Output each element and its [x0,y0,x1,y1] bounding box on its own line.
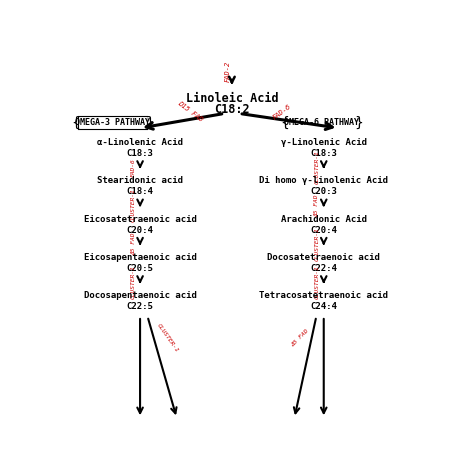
Text: FAD-6: FAD-6 [131,158,136,177]
Text: CLUSTER-1: CLUSTER-1 [131,189,136,222]
Text: {: { [72,116,80,129]
Text: CLUSTER-1: CLUSTER-1 [156,323,179,353]
Text: C18:4: C18:4 [127,187,154,196]
Text: OMEGA-3 PATHWAY: OMEGA-3 PATHWAY [75,118,150,127]
Text: C18:3: C18:3 [127,149,154,158]
Text: C22:4: C22:4 [310,264,337,273]
Text: Δ5 FAD: Δ5 FAD [290,328,310,347]
Text: OMEGA-6 PATHWAY: OMEGA-6 PATHWAY [284,118,359,127]
Text: C20:3: C20:3 [310,187,337,196]
Text: CLUSTER-1: CLUSTER-1 [131,265,136,299]
Text: C22:5: C22:5 [127,302,154,311]
Text: C18:2: C18:2 [214,103,250,116]
Text: Docosatetraenoic acid: Docosatetraenoic acid [267,253,380,262]
Text: C24:4: C24:4 [310,302,337,311]
Text: Docosapentaenoic acid: Docosapentaenoic acid [83,292,197,301]
Text: C20:4: C20:4 [127,226,154,235]
Text: C18:3: C18:3 [310,149,337,158]
Text: Δ5 FAD: Δ5 FAD [131,233,136,255]
Text: Eicosatetraenoic acid: Eicosatetraenoic acid [83,215,197,224]
Text: }: } [354,116,363,129]
Text: Δ5 FAD: Δ5 FAD [315,194,319,217]
Text: Linoleic Acid: Linoleic Acid [186,92,278,105]
Text: Tetracosatetraenoic acid: Tetracosatetraenoic acid [259,292,388,301]
Text: FAD-2: FAD-2 [225,61,230,82]
Text: C20:5: C20:5 [127,264,154,273]
Text: CLUSTER-1: CLUSTER-1 [315,227,319,261]
Text: C20:4: C20:4 [310,226,337,235]
Text: Eicosapentaenoic acid: Eicosapentaenoic acid [83,253,197,262]
Text: Stearidonic acid: Stearidonic acid [97,176,183,185]
Text: D15 FAD: D15 FAD [176,100,203,123]
Text: γ-Linolenic Acid: γ-Linolenic Acid [281,138,367,147]
Text: Arachidonic Acid: Arachidonic Acid [281,215,367,224]
Text: FAD-6: FAD-6 [271,103,292,120]
Text: {: { [281,116,290,129]
Text: α-Linolenic Acid: α-Linolenic Acid [97,138,183,147]
Text: CLUSTER-1: CLUSTER-1 [315,150,319,184]
Text: }: } [145,116,154,129]
Text: Di homo γ-linolenic Acid: Di homo γ-linolenic Acid [259,176,388,185]
Text: CLUSTER-1: CLUSTER-1 [315,265,319,299]
